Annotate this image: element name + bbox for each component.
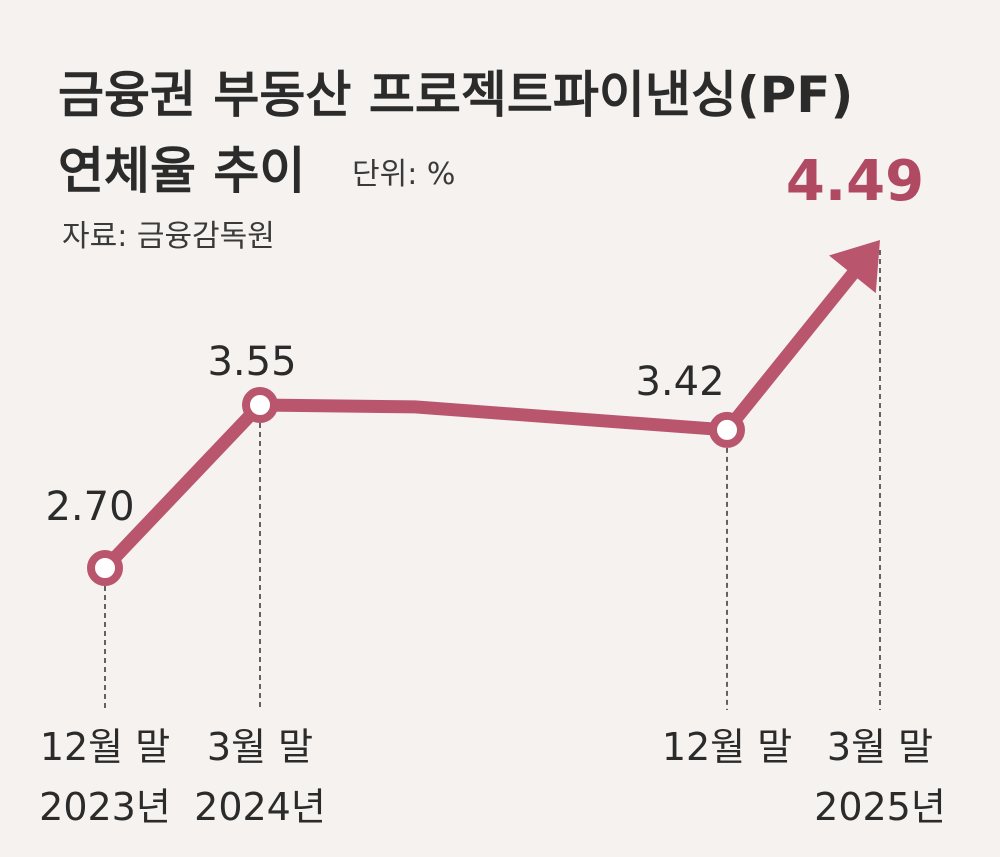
chart-title-line1: 금융권 부동산 프로젝트파이낸싱(PF) bbox=[58, 66, 853, 124]
value-label: 3.55 bbox=[207, 339, 296, 385]
source-label: 자료: 금융감독원 bbox=[62, 219, 275, 254]
x-tick-year: 2025년 bbox=[814, 785, 946, 829]
series-line bbox=[98, 267, 859, 575]
value-label: 3.42 bbox=[635, 359, 724, 405]
data-point bbox=[87, 550, 123, 586]
value-label: 2.70 bbox=[45, 484, 134, 530]
unit-label: 단위: % bbox=[352, 157, 455, 192]
x-tick-label: 12월 말 bbox=[40, 725, 170, 769]
x-tick-year: 2024년 bbox=[194, 785, 326, 829]
x-tick-label: 3월 말 bbox=[207, 725, 313, 769]
data-point bbox=[242, 387, 278, 423]
data-point bbox=[709, 411, 745, 448]
x-tick-label: 12월 말 bbox=[662, 725, 792, 769]
value-label: 4.49 bbox=[786, 149, 924, 214]
arrow-head bbox=[829, 240, 880, 294]
chart-title-line2: 연체율 추이 bbox=[58, 142, 305, 200]
x-tick-label: 3월 말 bbox=[827, 725, 933, 769]
plot-area: 2.70 3.55 3.42 4.49 12월 말 2023년 3월 말 2024년 12월 말… bbox=[39, 149, 946, 829]
x-tick-year: 2023년 bbox=[39, 785, 171, 829]
